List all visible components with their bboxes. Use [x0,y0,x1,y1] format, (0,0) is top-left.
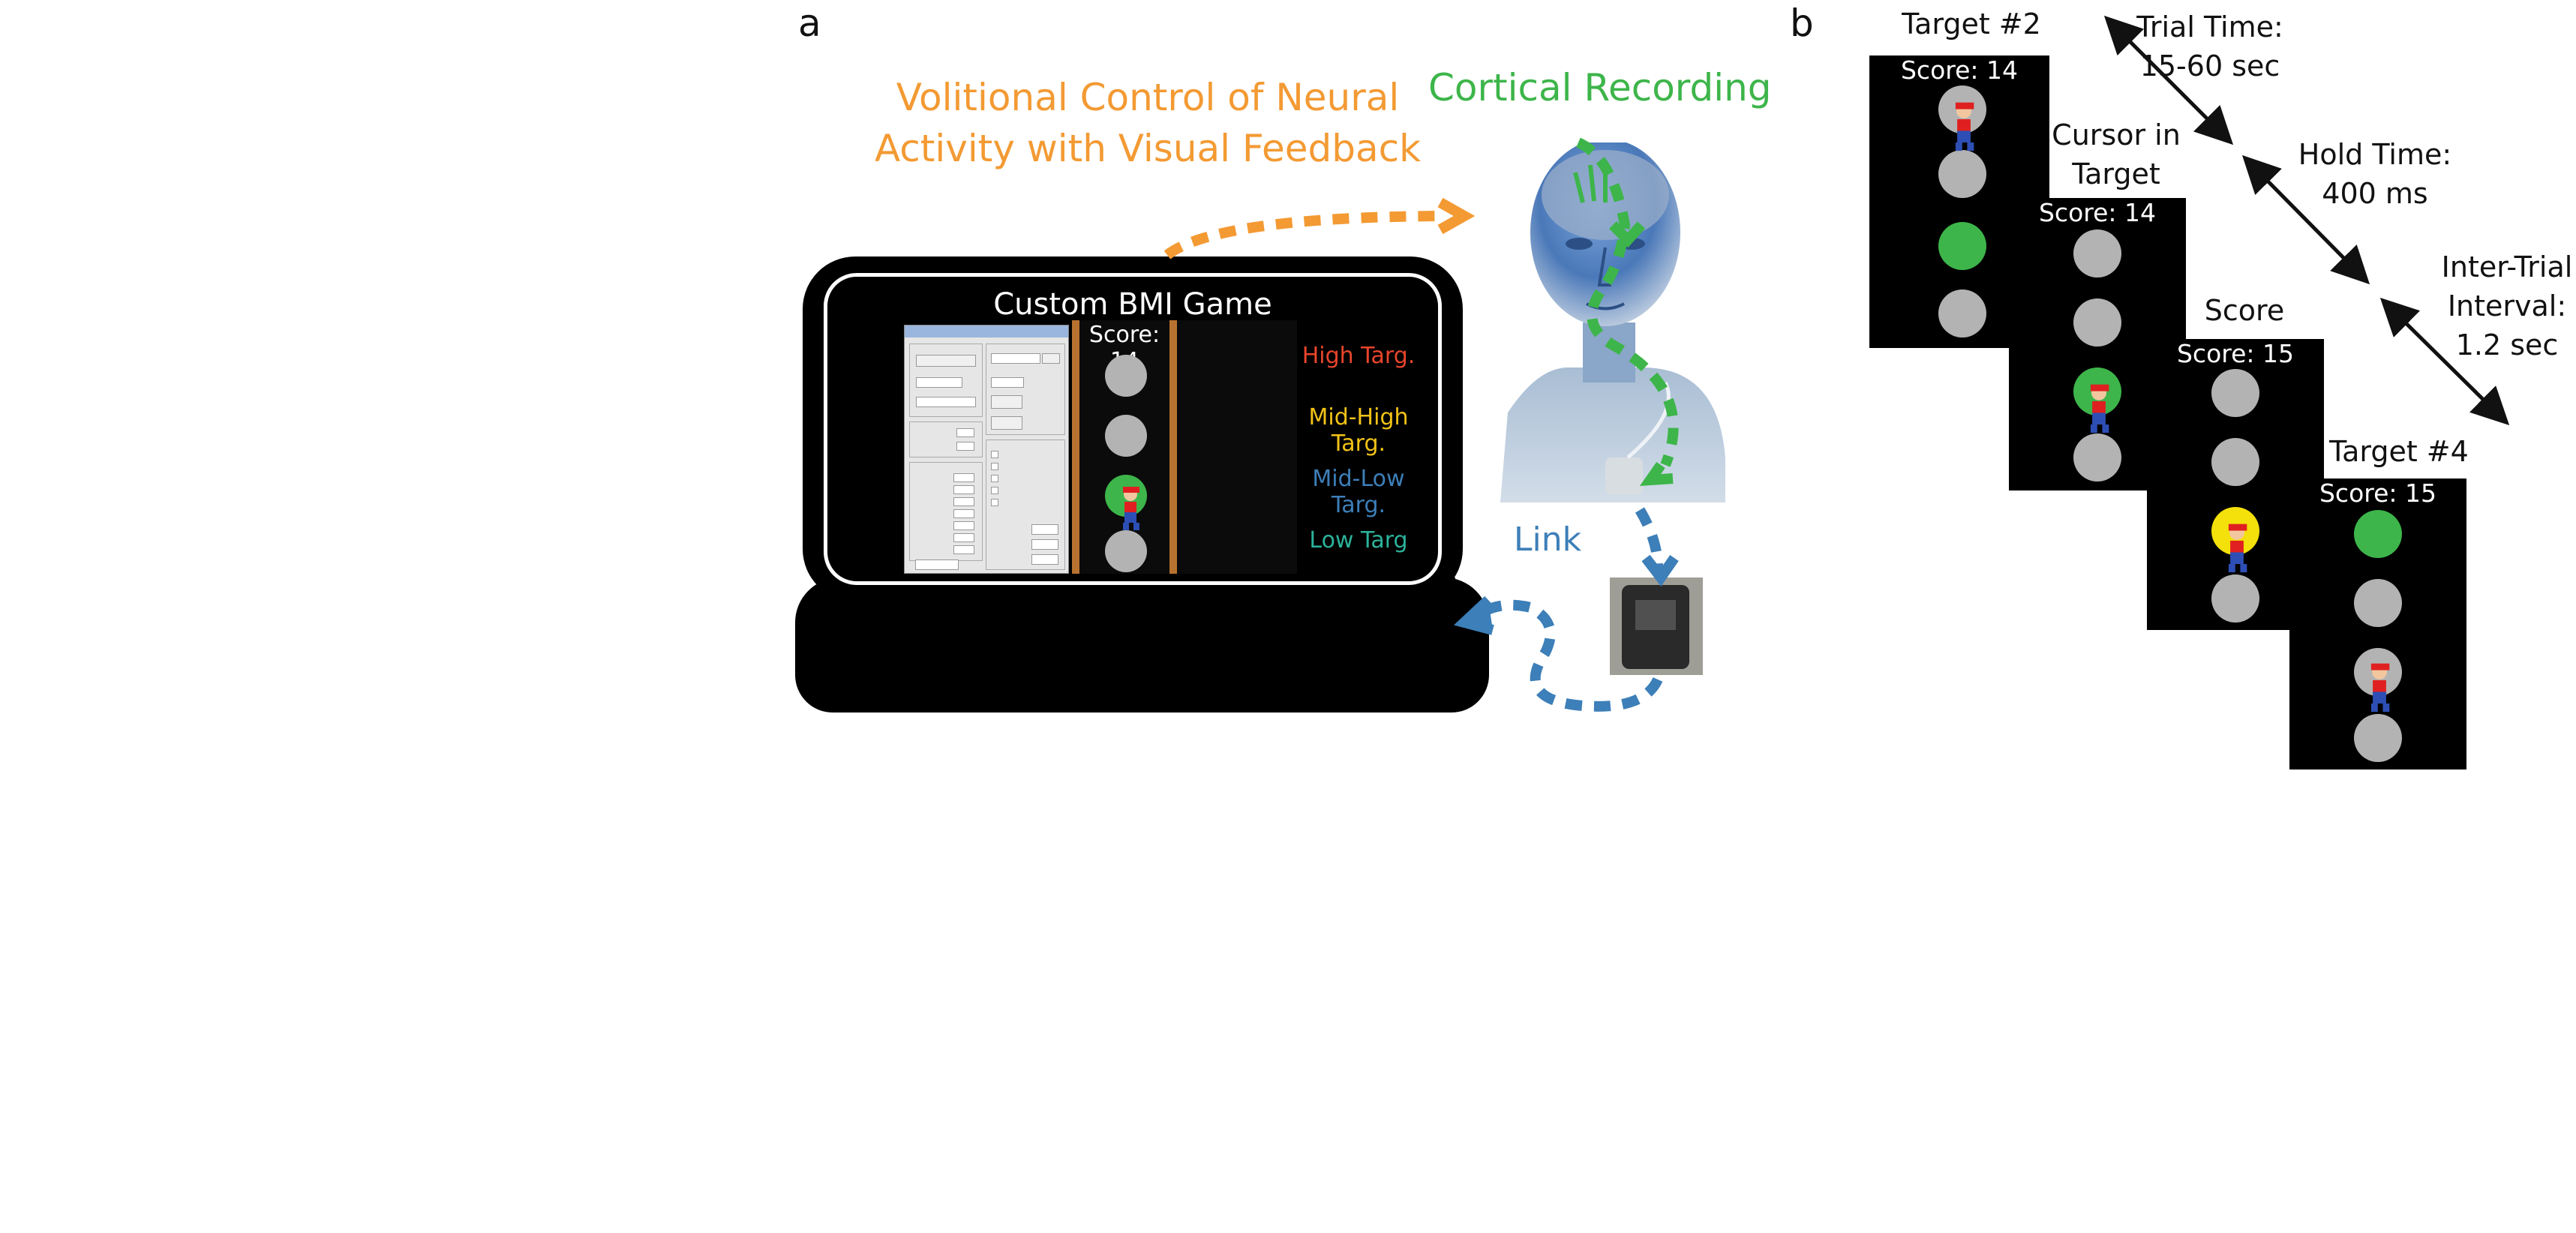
game-field: Score: 14 [1072,320,1297,574]
gui-go-button[interactable] [991,395,1022,409]
gui-param-input-1[interactable] [953,473,974,482]
panel-a-letter: a [798,2,821,45]
frame-1-target-3 [1938,222,1986,270]
left-rail [1072,320,1079,574]
frame-4-target-4 [2354,714,2402,762]
gui-neural-source-group [986,440,1065,570]
gui-filter-input[interactable] [956,442,974,451]
gui-param-input-3[interactable] [953,497,974,506]
gui-channel-input[interactable] [1031,554,1058,565]
right-rail [1169,320,1177,574]
target-label-mid-low: Mid-Low Targ. [1312,466,1405,518]
gui-decoding-group [909,344,983,417]
gui-decoder-select[interactable] [916,377,962,388]
cortical-recording-caption: Cortical Recording [1428,66,1772,110]
frame-2-target-2 [2073,298,2121,346]
volitional-control-caption: Volitional Control of Neural Activity wi… [855,72,1440,174]
volitional-caption-line1: Volitional Control of Neural [896,76,1400,119]
game-title: Custom BMI Game [993,287,1272,322]
gui-param-input-2[interactable] [953,485,974,494]
target-low [1105,530,1147,572]
frame-1-mario-icon [1949,100,1979,154]
volitional-caption-line2: Activity with Visual Feedback [874,127,1422,170]
control-gui-window[interactable] [904,325,1069,574]
gui-decoder-file-input[interactable] [916,397,976,407]
gui-sampling-input[interactable] [1031,539,1058,550]
trial-time-arrow [2103,15,2234,146]
blue-arrowhead-1 [1641,554,1679,586]
frame-2-score: Score: 14 [2038,198,2157,227]
frame-3-target-4 [2211,574,2259,622]
gui-checkbox-2[interactable] [991,463,998,470]
frame-2-mario-icon [2084,382,2114,436]
frame-3-target-2 [2211,438,2259,486]
frame-3-title: Score [2204,294,2285,327]
gui-param-input-6[interactable] [953,533,974,542]
gui-gain-input[interactable] [956,428,974,437]
laptop-display: Custom BMI Game [824,273,1442,585]
orange-arrowhead [1437,197,1476,235]
target-label-low: Low Targ [1309,527,1408,554]
frame-4-target-2 [2354,579,2402,627]
green-arrowhead-2 [1639,461,1674,486]
green-arrowhead-1 [1609,221,1646,248]
gui-task-params-group [909,462,983,561]
gui-window-input[interactable] [1031,524,1058,535]
frame-2-target-1 [2073,230,2121,278]
frame-1-target-4 [1938,290,1986,338]
frame-4-title: Target #4 [2329,435,2469,468]
gui-param-input-5[interactable] [953,521,974,530]
device-screen [1635,600,1676,630]
gui-task-control-group [986,344,1065,435]
frame-3-score: Score: 15 [2176,339,2295,368]
link-caption: Link [1514,520,1582,559]
panel-b-letter: b [1790,2,1814,45]
gui-param-input-7[interactable] [953,545,974,554]
gui-param-input-4[interactable] [953,509,974,518]
frame-2-target-4 [2073,434,2121,482]
frame-1-title: Target #2 [1902,8,2041,40]
frame-4-score: Score: 15 [2319,478,2437,508]
gui-mode-select[interactable] [915,560,959,570]
mario-cursor-icon [1117,485,1144,533]
gui-stop-button[interactable] [991,416,1022,430]
gui-checkbox-3[interactable] [991,475,998,482]
gui-train-button[interactable] [916,355,976,367]
gui-task-select[interactable] [991,353,1040,364]
laptop-screen: Custom BMI Game [803,256,1463,602]
blue-link-arrow-2 [1475,599,1663,712]
device-body [1622,585,1689,669]
frame-4-target-1 [2354,510,2402,558]
target-mid-high [1105,415,1147,457]
gui-data-file-input[interactable] [991,377,1024,388]
blue-link-arrow-1 [1635,507,1663,569]
gui-task-set-button[interactable] [1042,353,1060,364]
implant-device-photo [1610,578,1703,675]
target-legend: High Targ. Mid-High Targ. Mid-Low Targ. … [1299,320,1419,574]
frame-4-mario-icon [2364,662,2394,716]
orange-feedback-arrow [1163,211,1441,260]
target-high [1105,355,1147,397]
gui-checkbox-4[interactable] [991,487,998,494]
inter-trial-arrow [2379,297,2510,426]
gui-titlebar [905,326,1068,338]
inter-trial-line1: Inter-Trial [2441,250,2573,284]
frame-4: Score: 15 [2289,478,2466,770]
frame-2-title-line2: Target [2072,158,2160,190]
hold-time-arrow [2241,154,2370,285]
blue-arrowhead-2 [1453,596,1494,635]
frame-1-score: Score: 14 [1900,56,2019,85]
frame-3-mario-icon [2222,522,2252,576]
gui-adjustments-group [909,422,983,458]
gui-checkbox-1[interactable] [991,451,998,458]
green-recording-arrow [1575,137,1679,467]
target-label-mid-high: Mid-High Targ. [1308,404,1409,457]
head-illustration [1493,139,1733,510]
frame-1-target-2 [1938,150,1986,198]
target-label-high: High Targ. [1302,343,1416,369]
frame-3-target-1 [2211,369,2259,417]
gui-checkbox-5[interactable] [991,499,998,506]
